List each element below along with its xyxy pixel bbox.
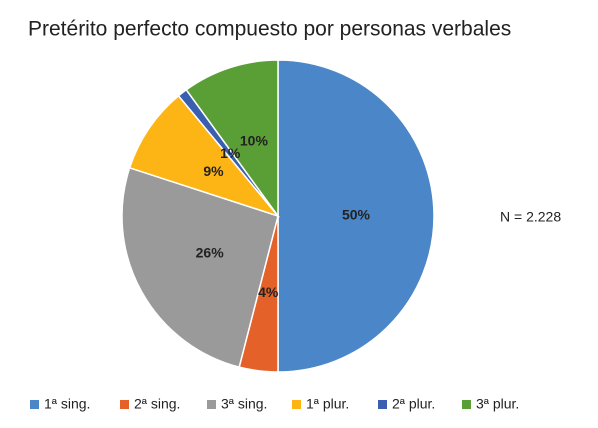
pie-slice [128,94,281,218]
pie-slice [185,59,279,219]
data-label: 50% [342,207,371,223]
data-label: 9% [203,163,224,179]
legend-label: 3ª sing. [221,396,267,412]
legend-swatch [292,400,301,409]
pie-slice [277,59,435,373]
legend-label: 2ª plur. [392,396,435,412]
legend-swatch [378,400,387,409]
pie-slice [121,166,279,369]
legend-label: 2ª sing. [134,396,180,412]
legend-swatch [207,400,216,409]
legend-swatch [462,400,471,409]
data-label: 10% [240,133,269,149]
legend-label: 3ª plur. [476,396,519,412]
chart-title: Pretérito perfecto compuesto por persona… [28,18,511,41]
legend-swatch [30,400,39,409]
data-label: 1% [220,145,241,161]
legend-label: 1ª plur. [306,396,349,412]
data-label: 4% [258,284,279,300]
annotation: N = 2.228 [500,209,561,225]
legend-swatch [120,400,129,409]
data-label: 26% [196,244,225,260]
legend-label: 1ª sing. [44,396,90,412]
